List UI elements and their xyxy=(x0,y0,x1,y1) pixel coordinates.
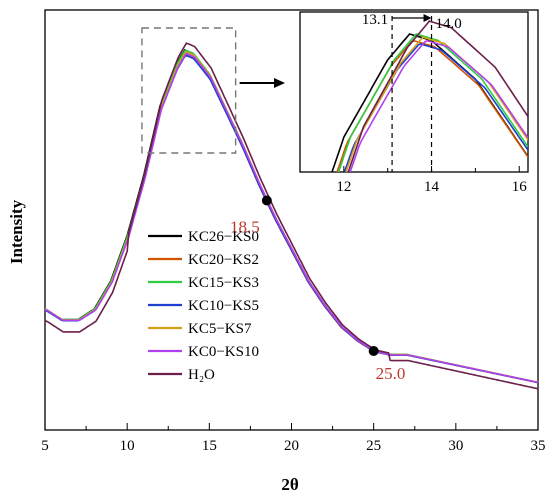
inset-x-tick-label: 16 xyxy=(512,179,528,195)
marker-points: 18.5 25.0 xyxy=(230,195,406,383)
x-tick-label: 5 xyxy=(41,438,49,454)
x-axis-title: 2θ xyxy=(281,475,299,494)
main-curves xyxy=(44,42,539,390)
inset-series-line xyxy=(343,43,528,172)
inset-vline-label: 13.1 xyxy=(362,12,388,28)
inset-x-tick-label: 12 xyxy=(336,179,351,195)
y-axis-title: Intensity xyxy=(7,199,26,264)
zoom-region-box xyxy=(141,27,285,154)
main-x-axis: 5 10 15 20 25 30 35 xyxy=(41,423,546,454)
zoom-arrow-head xyxy=(274,78,285,88)
inset-curves xyxy=(331,20,528,172)
legend-label: KC10−KS5 xyxy=(188,298,259,314)
x-tick-label: 15 xyxy=(202,438,217,454)
inset-plot: 12 14 16 13.1 14.0 xyxy=(299,11,529,195)
inset-series-line xyxy=(347,20,528,172)
x-tick-label: 10 xyxy=(120,438,135,454)
inset-x-tick-label: 14 xyxy=(424,179,440,195)
inset-series-line xyxy=(349,39,528,172)
x-tick-label: 20 xyxy=(284,438,299,454)
marker-dot xyxy=(261,195,272,206)
legend-label: KC26−KS0 xyxy=(188,229,259,245)
x-tick-label: 35 xyxy=(531,438,546,454)
x-tick-label: 25 xyxy=(366,438,381,454)
inset-series-line xyxy=(336,39,528,172)
inset-shift-arrowhead xyxy=(423,14,432,22)
inset-series-line xyxy=(337,33,528,172)
series-line xyxy=(44,52,539,384)
marker-dot xyxy=(368,346,379,356)
legend-label: KC0−KS10 xyxy=(188,344,259,360)
legend: KC26−KS0 KC20−KS2 KC15−KS3 KC10−KS5 KC5−KS7 K… xyxy=(148,229,259,383)
legend-label: KC20−KS2 xyxy=(188,252,259,268)
legend-label: KC5−KS7 xyxy=(188,321,252,337)
marker-label: 25.0 xyxy=(376,364,406,383)
x-tick-label: 30 xyxy=(448,438,463,454)
marker-label: 18.5 xyxy=(230,218,260,237)
zoom-rect xyxy=(141,27,237,154)
legend-label: KC15−KS3 xyxy=(188,275,259,291)
legend-label: H₂O xyxy=(188,367,215,383)
inset-vline-label: 14.0 xyxy=(436,16,462,32)
series-line xyxy=(45,42,539,390)
